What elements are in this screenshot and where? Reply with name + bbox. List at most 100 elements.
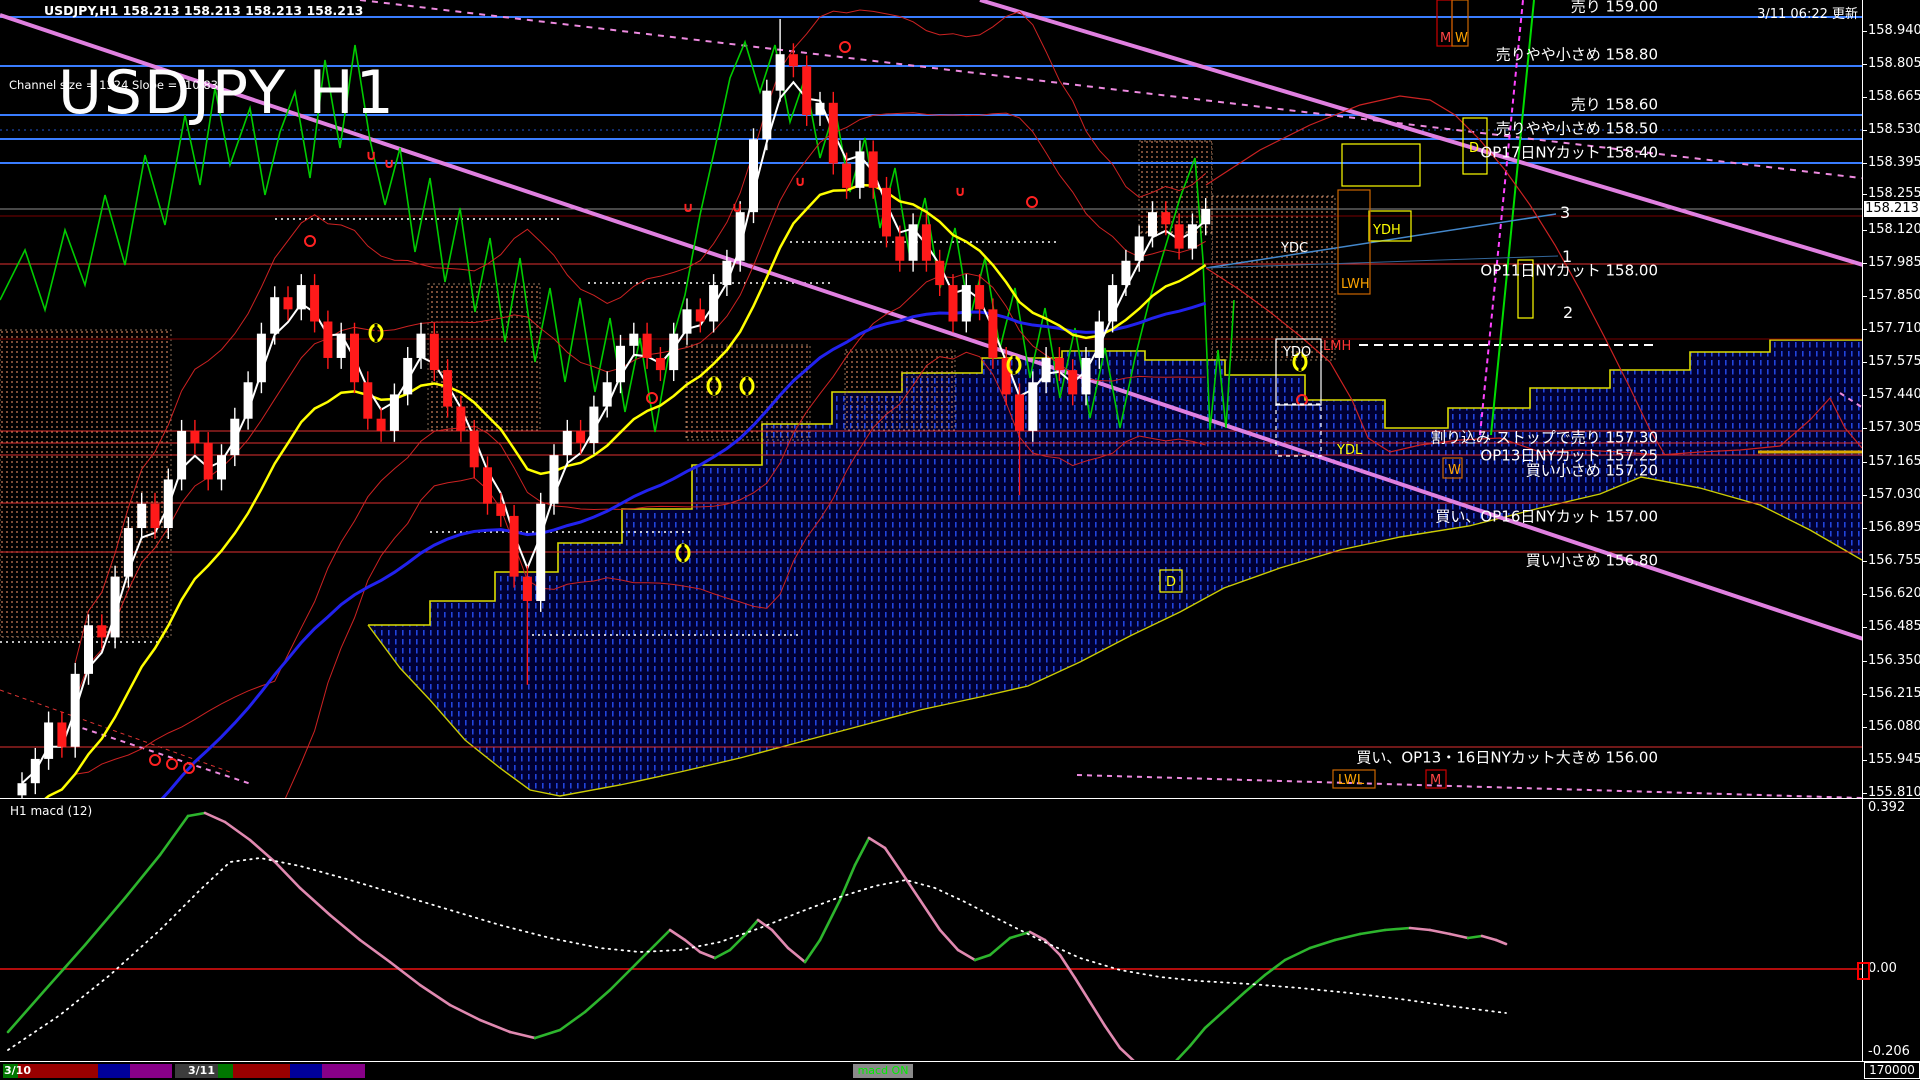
axis-tickmark [1862,561,1867,562]
trade-level-annotation: OP13日NYカット 157.25 [1480,446,1658,465]
chart-label-w: W [1448,463,1461,478]
session-segment [98,1064,130,1078]
price-tick-label: 156.080 [1868,719,1920,734]
price-tick-label: 156.215 [1868,686,1920,701]
chart-watermark: USDJPY H1 [58,58,396,128]
macd-zero-axis-marker [1857,962,1870,980]
update-timestamp: 3/11 06:22 更新 [1757,7,1858,22]
axis-tickmark [1862,329,1867,330]
axis-tickmark [1862,727,1867,728]
price-tick-label: 158.395 [1868,155,1920,170]
trade-level-annotation: 売り 158.60 [1570,95,1658,114]
session-segment [322,1064,365,1078]
price-tick-label: 156.485 [1868,619,1920,634]
panel-separator[interactable] [0,798,1920,799]
price-tick-label: 157.165 [1868,454,1920,469]
price-tick-label: 157.575 [1868,354,1920,369]
chart-label-ydo: YDO [1282,345,1311,360]
price-tick-label: 157.985 [1868,255,1920,270]
price-tick-label: 157.710 [1868,321,1920,336]
chart-label-w: W [1455,31,1468,46]
chart-label-d: D [1166,575,1176,590]
trade-level-annotation: 割り込み ストップで売り 157.30 [1430,428,1658,447]
session-segment [218,1064,233,1078]
svg-text:∪: ∪ [365,148,376,164]
chart-label-d: D [1469,141,1479,156]
chart-label-ydl: YDL [1336,443,1363,458]
axis-tickmark [1862,31,1867,32]
axis-tickmark [1862,694,1867,695]
trade-level-annotation: 売り 159.00 [1570,0,1658,16]
trade-level-annotation: 買い小さめ 157.20 [1525,461,1658,480]
price-tick-label: 158.255 [1868,186,1920,201]
macd-panel-canvas[interactable] [0,800,1862,1060]
svg-text:∪: ∪ [731,200,742,216]
chart-label-lmh: LMH [1323,339,1351,354]
axis-tickmark [1862,661,1867,662]
macd-min-value: -0.206 [1868,1044,1910,1059]
price-tick-label: 155.810 [1868,785,1920,800]
price-tick-label: 156.755 [1868,553,1920,568]
chart-label-lwh: LWH [1341,277,1370,292]
axis-tickmark [1862,163,1867,164]
trade-level-annotation: 売りやや小さめ 158.80 [1495,45,1658,64]
svg-text:3: 3 [1560,203,1570,222]
price-tick-label: 157.030 [1868,487,1920,502]
session-segment [175,1064,218,1078]
date-label: 3/11 [188,1064,215,1077]
price-tick-label: 158.665 [1868,89,1920,104]
axis-tickmark [1862,194,1867,195]
trade-level-annotation: 買い小さめ 156.80 [1525,551,1658,570]
trade-level-annotation: 買い、OP13・16日NYカット大きめ 156.00 [1356,748,1658,767]
axis-tickmark [1862,296,1867,297]
trade-level-annotation: OP17日NYカット 158.40 [1480,143,1658,162]
session-segment [3,1064,18,1078]
axis-tickmark [1862,362,1867,363]
session-timeline-bar[interactable]: 3/10 3/11 [0,1063,1862,1079]
macd-indicator-label: H1 macd (12) [10,804,93,818]
price-tick-label: 158.530 [1868,122,1920,137]
axis-tickmark [1862,793,1867,794]
chart-label-ydh: YDH [1372,223,1401,238]
chart-label-m: M [1430,773,1441,788]
svg-text:1: 1 [1562,247,1572,266]
session-segment [18,1064,98,1078]
axis-tickmark [1862,428,1867,429]
price-tick-label: 155.945 [1868,752,1920,767]
price-tick-label: 156.350 [1868,653,1920,668]
svg-text:∪: ∪ [383,156,394,172]
channel-indicator-readout: Channel size = 1324 Slope = -10.83 [9,78,218,92]
trade-level-annotation: 買い、OP16日NYカット 157.00 [1435,507,1658,526]
price-tick-label: 157.305 [1868,420,1920,435]
panel-separator-bottom[interactable] [0,1061,1920,1062]
price-tick-label: 156.895 [1868,520,1920,535]
axis-tickmark [1862,594,1867,595]
axis-tickmark [1862,528,1867,529]
trade-level-annotation: 売りやや小さめ 158.50 [1495,119,1658,138]
svg-text:2: 2 [1563,303,1573,322]
current-price-badge: 158.213 [1864,201,1920,217]
axis-tickmark [1862,760,1867,761]
macd-toggle-chip[interactable]: macd ON [853,1064,913,1078]
axis-tickmark [1862,627,1867,628]
chart-label-m: M [1440,31,1451,46]
axis-tickmark [1862,97,1867,98]
price-axis-line [1862,0,1863,1062]
date-label: 3/10 [4,1064,31,1077]
macd-zero-value: 0.00 [1868,961,1897,976]
price-tick-label: 156.620 [1868,586,1920,601]
svg-text:∪: ∪ [794,174,805,190]
trade-level-annotation: OP11日NYカット 158.00 [1480,261,1658,280]
macd-max-value: 0.392 [1868,800,1906,815]
chart-label-ydc: YDC [1280,241,1308,256]
axis-tickmark [1862,395,1867,396]
price-tick-label: 157.440 [1868,387,1920,402]
session-segment [290,1064,322,1078]
session-segment [130,1064,172,1078]
symbol-ohlc-readout: USDJPY,H1 158.213 158.213 158.213 158.21… [44,3,364,18]
axis-tickmark [1862,495,1867,496]
axis-tickmark [1862,263,1867,264]
chart-label-lwl: LWL [1338,773,1365,788]
